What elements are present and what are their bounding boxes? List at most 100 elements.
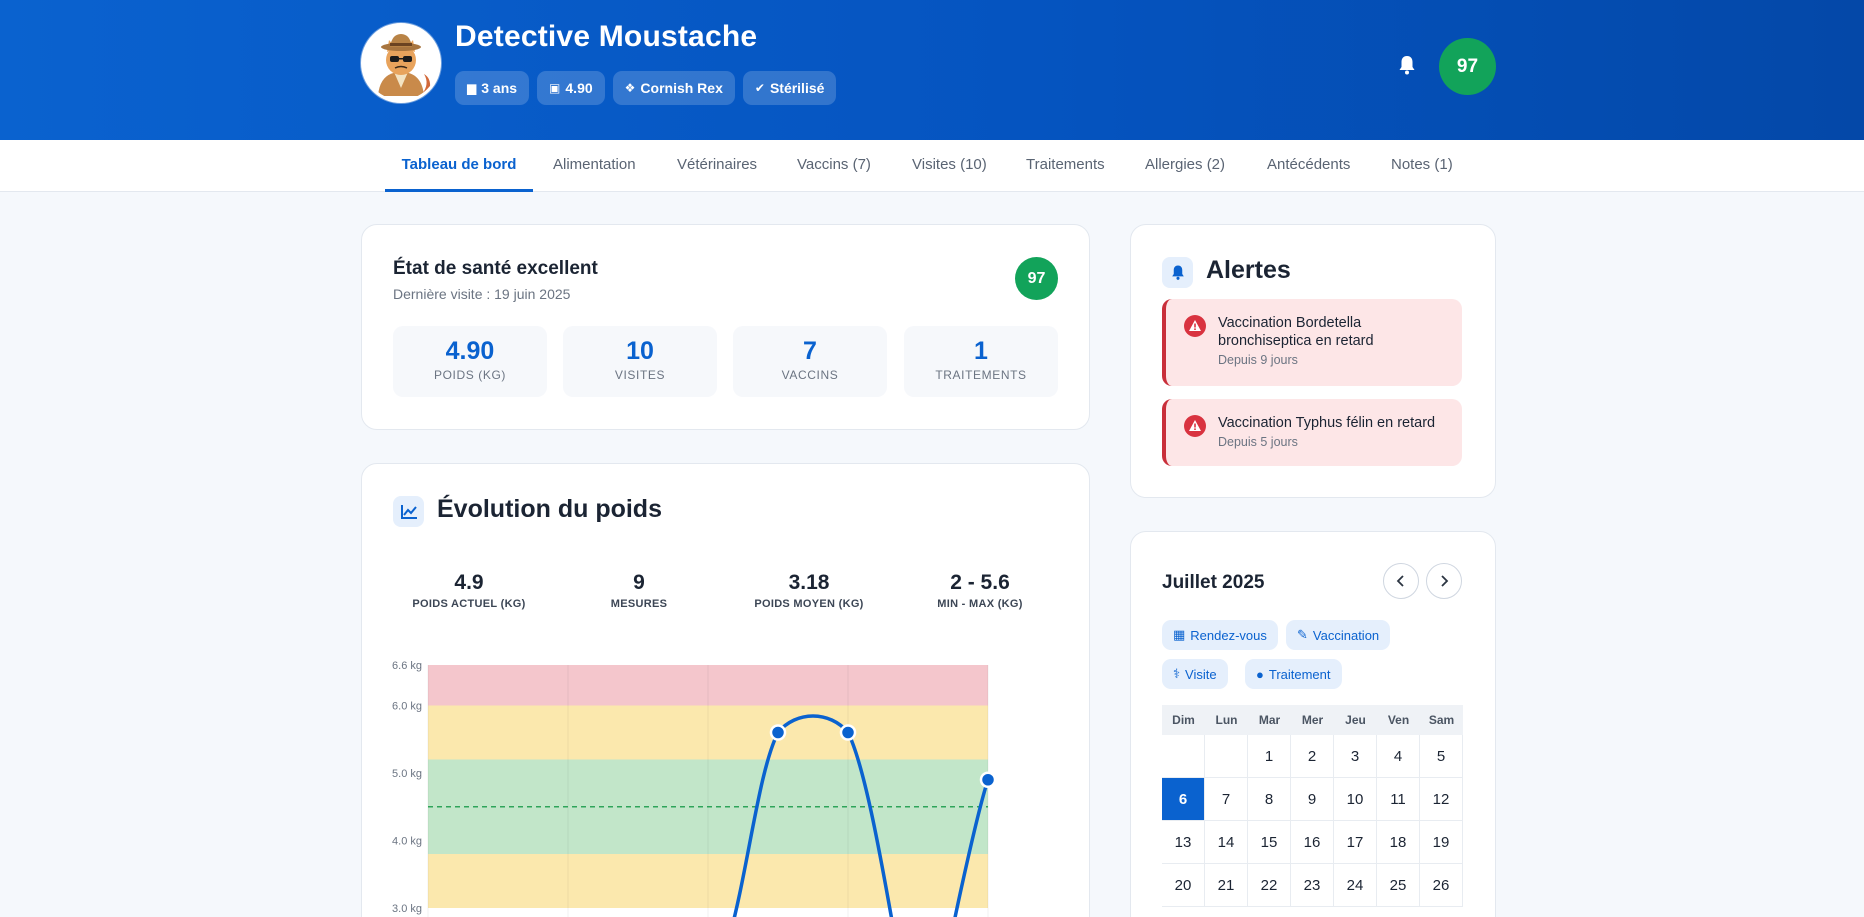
- syringe-icon: ✎: [1297, 627, 1308, 642]
- alert-title: Vaccination Typhus félin en retard: [1218, 415, 1436, 431]
- calendar-day[interactable]: 7: [1205, 778, 1248, 821]
- weight-stat-average: 3.18 POIDS MOYEN (KG): [724, 571, 894, 610]
- pet-avatar[interactable]: [361, 23, 441, 103]
- weekday-header: Mer: [1291, 705, 1334, 735]
- health-summary-card: État de santé excellent Dernière visite …: [361, 224, 1090, 430]
- age-icon: ▆: [467, 81, 477, 95]
- calendar-day[interactable]: 19: [1420, 821, 1463, 864]
- stat-visits: 10 VISITES: [563, 326, 717, 397]
- weight-range-band: [428, 705, 988, 760]
- legend-visit[interactable]: ⚕ Visite: [1162, 659, 1228, 689]
- chart-line-icon: [393, 496, 424, 527]
- stat-value: 7: [803, 337, 817, 365]
- calendar-month-title: Juillet 2025: [1162, 572, 1265, 593]
- pet-chips: ▆ 3 ans ▣ 4.90 ❖ Cornish Rex ✔ Stérilisé: [455, 71, 837, 105]
- calendar-day[interactable]: 12: [1420, 778, 1463, 821]
- calendar-day[interactable]: 5: [1420, 735, 1463, 778]
- health-score-badge: 97: [1439, 38, 1496, 95]
- alert-item[interactable]: Vaccination Bordetella bronchiseptica en…: [1162, 299, 1462, 386]
- calendar-day[interactable]: 4: [1377, 735, 1420, 778]
- prev-month-button[interactable]: [1383, 563, 1419, 599]
- weekday-header: Dim: [1162, 705, 1205, 735]
- stat-value: 2 - 5.6: [950, 571, 1010, 594]
- legend-vaccination[interactable]: ✎ Vaccination: [1286, 620, 1391, 650]
- calendar-day[interactable]: 6: [1162, 778, 1205, 821]
- weight-stat-current: 4.9 POIDS ACTUEL (KG): [384, 571, 554, 610]
- calendar-day[interactable]: 1: [1248, 735, 1291, 778]
- stat-value: 9: [633, 571, 645, 594]
- tab-notes[interactable]: Notes (1): [1391, 156, 1453, 173]
- alert-title: Vaccination Bordetella bronchiseptica en…: [1218, 315, 1374, 349]
- stat-label: POIDS MOYEN (KG): [754, 598, 864, 610]
- calendar-day[interactable]: 23: [1291, 864, 1334, 907]
- next-month-button[interactable]: [1426, 563, 1462, 599]
- calendar-day[interactable]: 24: [1334, 864, 1377, 907]
- alert-item[interactable]: Vaccination Typhus félin en retard Depui…: [1162, 399, 1462, 466]
- calendar-day[interactable]: 10: [1334, 778, 1377, 821]
- tab-alimentation[interactable]: Alimentation: [553, 156, 636, 173]
- weight-stat-range: 2 - 5.6 MIN - MAX (KG): [895, 571, 1065, 610]
- calendar-day[interactable]: 22: [1248, 864, 1291, 907]
- y-tick-label: 4.0 kg: [392, 836, 422, 848]
- bell-icon[interactable]: [1398, 54, 1416, 76]
- tab-allergies[interactable]: Allergies (2): [1145, 156, 1226, 173]
- calendar-day[interactable]: 17: [1334, 821, 1377, 864]
- warning-icon: [1184, 415, 1206, 437]
- weight-data-point: [979, 771, 997, 788]
- tab-antecedents[interactable]: Antécédents: [1267, 156, 1351, 173]
- calendar-day[interactable]: 25: [1377, 864, 1420, 907]
- stat-treatments: 1 TRAITEMENTS: [904, 326, 1058, 397]
- legend-appointment[interactable]: ▦ Rendez-vous: [1162, 620, 1278, 650]
- tab-bar: Tableau de bord Alimentation Vétérinaire…: [0, 140, 1864, 192]
- weekday-header: Mar: [1248, 705, 1291, 735]
- chip-label: Cornish Rex: [640, 80, 723, 96]
- calendar-day[interactable]: 26: [1420, 864, 1463, 907]
- calendar-day[interactable]: 11: [1377, 778, 1420, 821]
- stat-weight: 4.90 POIDS (KG): [393, 326, 547, 397]
- calendar-day[interactable]: 13: [1162, 821, 1205, 864]
- tab-visites[interactable]: Visites (10): [912, 156, 987, 173]
- chip-label: 3 ans: [481, 80, 518, 96]
- health-score-badge: 97: [1015, 257, 1058, 300]
- stethoscope-icon: ⚕: [1173, 666, 1181, 681]
- alerts-title: Alertes: [1206, 256, 1291, 284]
- y-tick-label: 6.6 kg: [392, 660, 422, 672]
- tab-vaccins[interactable]: Vaccins (7): [797, 156, 871, 173]
- calendar-day[interactable]: 8: [1248, 778, 1291, 821]
- stat-label: POIDS ACTUEL (KG): [412, 598, 526, 610]
- weekday-header: Jeu: [1334, 705, 1377, 735]
- calendar-day[interactable]: 14: [1205, 821, 1248, 864]
- tab-veterinaires[interactable]: Vétérinaires: [677, 156, 758, 173]
- weight-icon: ▣: [549, 81, 561, 95]
- y-tick-label: 3.0 kg: [392, 903, 422, 915]
- calendar-day[interactable]: 16: [1291, 821, 1334, 864]
- calendar-day[interactable]: 9: [1291, 778, 1334, 821]
- stat-label: TRAITEMENTS: [935, 368, 1027, 382]
- tab-traitements[interactable]: Traitements: [1026, 156, 1105, 173]
- weight-stat-count: 9 MESURES: [554, 571, 724, 610]
- chip-weight: ▣ 4.90: [537, 71, 605, 105]
- calendar-day[interactable]: 2: [1291, 735, 1334, 778]
- calendar-day[interactable]: 18: [1377, 821, 1420, 864]
- calendar-day[interactable]: 20: [1162, 864, 1205, 907]
- weekday-header: Lun: [1205, 705, 1248, 735]
- stat-label: MESURES: [610, 598, 668, 610]
- tab-dashboard[interactable]: Tableau de bord: [385, 140, 533, 192]
- alerts-card: Alertes Vaccination Bordetella bronchise…: [1130, 224, 1496, 498]
- stat-value: 3.18: [788, 571, 830, 594]
- stat-label: VISITES: [614, 368, 666, 382]
- calendar-day[interactable]: 15: [1248, 821, 1291, 864]
- chevron-right-icon: [1441, 575, 1449, 587]
- chip-age: ▆ 3 ans: [455, 71, 530, 105]
- warning-icon: [1184, 315, 1206, 337]
- weight-range-band: [428, 854, 988, 908]
- alert-since: Depuis 5 jours: [1218, 435, 1298, 449]
- chip-label: 4.90: [565, 80, 593, 96]
- legend-treatment[interactable]: ● Traitement: [1245, 659, 1342, 689]
- pet-name: Detective Moustache: [455, 20, 758, 53]
- calendar-day[interactable]: 21: [1205, 864, 1248, 907]
- calendar-empty-cell: [1205, 735, 1248, 778]
- calendar-day[interactable]: 3: [1334, 735, 1377, 778]
- legend-label: Rendez-vous: [1190, 627, 1267, 643]
- y-tick-label: 5.0 kg: [392, 768, 422, 780]
